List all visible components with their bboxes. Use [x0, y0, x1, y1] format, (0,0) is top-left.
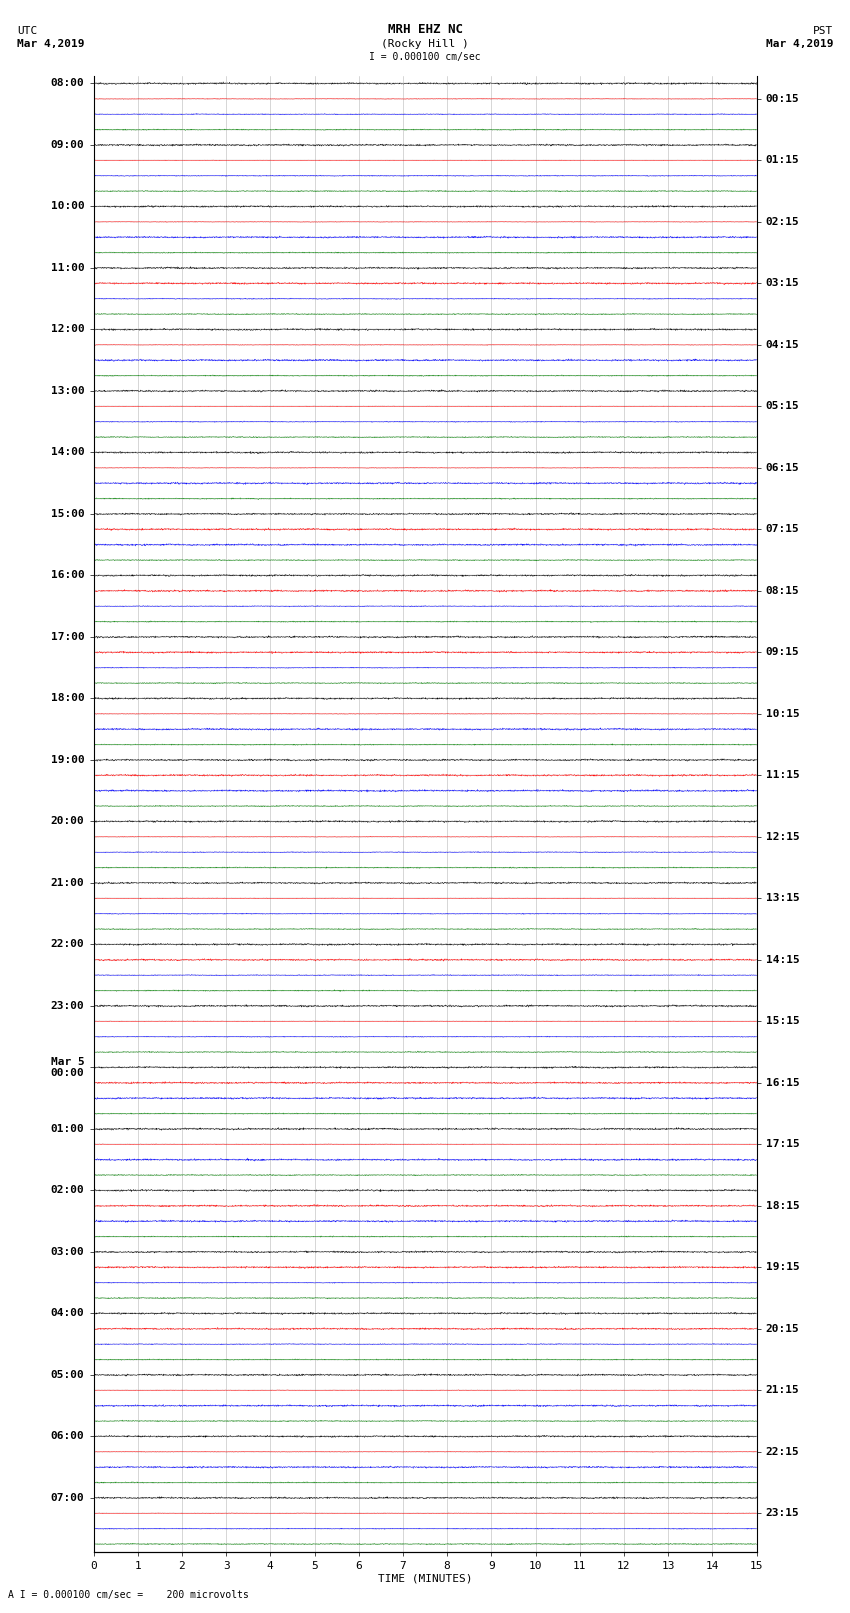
- Text: PST: PST: [813, 26, 833, 37]
- Text: A I = 0.000100 cm/sec =    200 microvolts: A I = 0.000100 cm/sec = 200 microvolts: [8, 1590, 249, 1600]
- Text: Mar 4,2019: Mar 4,2019: [766, 39, 833, 50]
- Text: I = 0.000100 cm/sec: I = 0.000100 cm/sec: [369, 52, 481, 63]
- X-axis label: TIME (MINUTES): TIME (MINUTES): [377, 1574, 473, 1584]
- Text: MRH EHZ NC: MRH EHZ NC: [388, 23, 462, 37]
- Text: (Rocky Hill ): (Rocky Hill ): [381, 39, 469, 50]
- Text: Mar 4,2019: Mar 4,2019: [17, 39, 84, 50]
- Text: UTC: UTC: [17, 26, 37, 37]
